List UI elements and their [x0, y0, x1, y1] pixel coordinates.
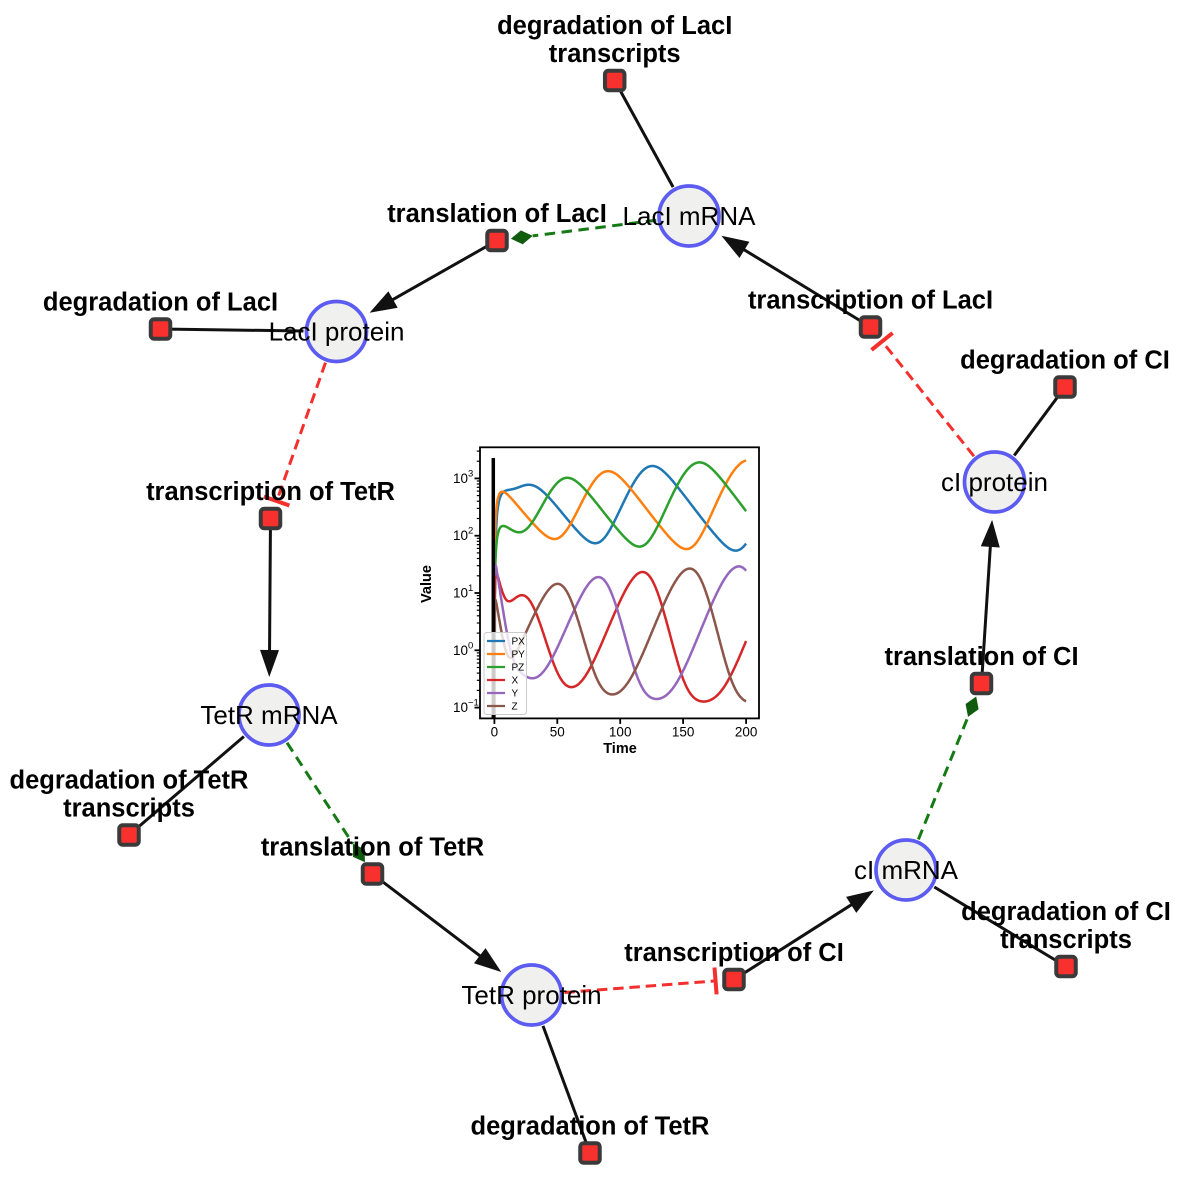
svg-text:transcription of CI: transcription of CI — [624, 939, 844, 967]
svg-text:PX: PX — [512, 637, 526, 648]
svg-text:degradation of CI: degradation of CI — [961, 898, 1171, 926]
svg-text:transcripts: transcripts — [549, 40, 681, 68]
svg-text:cI protein: cI protein — [941, 467, 1048, 497]
svg-text:10: 10 — [453, 586, 468, 601]
svg-text:200: 200 — [735, 725, 758, 740]
svg-text:TetR mRNA: TetR mRNA — [200, 700, 338, 730]
svg-text:10: 10 — [453, 528, 468, 543]
svg-text:LacI mRNA: LacI mRNA — [623, 201, 757, 231]
svg-text:transcription of LacI: transcription of LacI — [748, 287, 993, 315]
svg-text:10: 10 — [453, 700, 468, 715]
svg-text:degradation of TetR: degradation of TetR — [471, 1113, 710, 1141]
svg-text:0: 0 — [491, 725, 499, 740]
svg-text:1: 1 — [468, 583, 473, 594]
svg-text:PY: PY — [512, 650, 526, 661]
svg-text:X: X — [512, 676, 519, 687]
svg-text:150: 150 — [672, 725, 695, 740]
svg-text:Y: Y — [512, 689, 519, 700]
svg-text:50: 50 — [550, 725, 565, 740]
svg-text:translation of TetR: translation of TetR — [261, 834, 484, 862]
svg-text:degradation of LacI: degradation of LacI — [43, 289, 278, 317]
svg-text:Value: Value — [419, 565, 435, 603]
svg-text:cI mRNA: cI mRNA — [854, 855, 959, 885]
svg-text:degradation of TetR: degradation of TetR — [10, 767, 249, 795]
svg-text:10: 10 — [453, 471, 468, 486]
svg-text:PZ: PZ — [512, 663, 525, 674]
svg-text:0: 0 — [468, 640, 473, 651]
svg-text:2: 2 — [468, 526, 473, 537]
svg-text:degradation of CI: degradation of CI — [960, 347, 1170, 375]
svg-text:Time: Time — [603, 741, 637, 757]
svg-text:10: 10 — [453, 643, 468, 658]
svg-text:translation of LacI: translation of LacI — [387, 200, 607, 228]
svg-text:Z: Z — [512, 702, 518, 713]
svg-text:transcripts: transcripts — [63, 795, 195, 823]
svg-text:100: 100 — [609, 725, 632, 740]
svg-text:LacI protein: LacI protein — [269, 317, 405, 347]
svg-text:transcription of TetR: transcription of TetR — [146, 478, 395, 506]
svg-text:TetR protein: TetR protein — [461, 980, 601, 1010]
svg-text:−1: −1 — [468, 698, 479, 709]
svg-text:translation of CI: translation of CI — [884, 643, 1078, 671]
svg-text:transcripts: transcripts — [1000, 926, 1132, 954]
svg-text:degradation of LacI: degradation of LacI — [497, 12, 732, 40]
svg-text:3: 3 — [468, 468, 473, 479]
